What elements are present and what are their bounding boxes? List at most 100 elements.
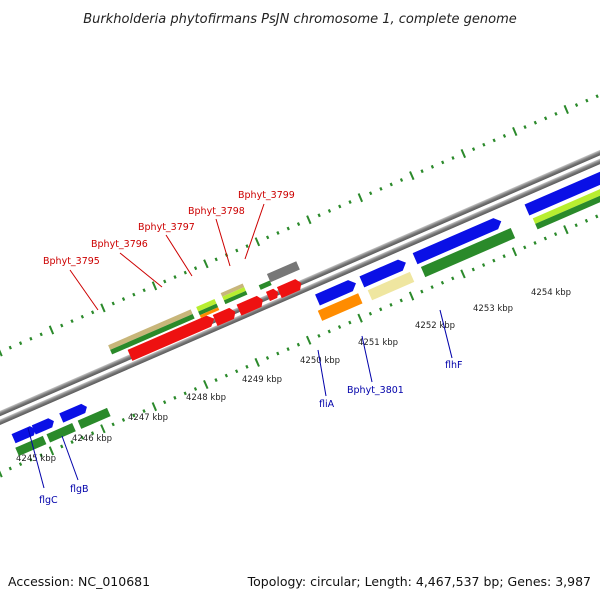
label-bphyt-3797: Bphyt_3797 xyxy=(138,222,195,233)
outer-tick-minor xyxy=(543,116,548,121)
inner-tick-minor xyxy=(18,462,23,467)
outer-tick-major xyxy=(203,259,209,269)
bphyt-3795-khaki xyxy=(108,309,193,350)
outer-tick-minor xyxy=(348,200,352,204)
leader-bphyt-3797 xyxy=(165,234,193,277)
leader-bphyt-3798 xyxy=(215,218,231,267)
leader-flgb xyxy=(61,435,79,481)
leader-flia xyxy=(317,349,327,397)
kbp-label-4247: 4247 kbp xyxy=(128,413,168,423)
bphyt-3796-orange xyxy=(199,307,220,318)
inner-tick-minor xyxy=(234,369,239,374)
outer-tick-minor xyxy=(574,103,579,107)
inner-tick-minor xyxy=(389,302,393,307)
inner-tick-minor xyxy=(121,417,126,422)
outer-tick-minor xyxy=(482,142,486,147)
outer-tick-minor xyxy=(399,178,404,182)
leader-flhf xyxy=(439,309,453,359)
label-flgc: flgC xyxy=(39,495,58,506)
inner-tick-major xyxy=(305,335,312,345)
outer-tick-minor xyxy=(317,213,321,218)
outer-tick-minor xyxy=(173,275,177,279)
bphyt-3795-green xyxy=(110,313,195,355)
outer-tick-minor xyxy=(595,94,599,99)
bphyt-3797-khaki xyxy=(220,283,245,297)
kbp-label-4254: 4254 kbp xyxy=(531,288,571,298)
label-leaders xyxy=(27,203,453,489)
outer-tick-minor xyxy=(554,111,558,116)
outer-tick-major xyxy=(563,104,569,114)
inner-tick-minor xyxy=(111,422,115,427)
inner-tick-minor xyxy=(327,329,331,334)
outer-tick-minor xyxy=(327,208,332,213)
inner-tick-major xyxy=(460,269,466,279)
inner-tick-minor xyxy=(502,254,506,259)
outer-tick-minor xyxy=(121,297,126,302)
inner-tick-minor xyxy=(379,307,383,312)
outer-tick-major xyxy=(100,303,106,313)
outer-tick-minor xyxy=(60,323,64,328)
outer-tick-minor xyxy=(286,226,290,231)
outer-tick-minor xyxy=(430,164,435,169)
accession-text: Accession: NC_010681 xyxy=(8,574,150,589)
outer-tick-minor xyxy=(338,204,342,209)
outer-tick-major xyxy=(357,193,364,203)
bphyt-3798-red xyxy=(265,288,279,302)
inner-tick-major xyxy=(151,402,158,412)
bphyt-3799-gray xyxy=(266,261,300,283)
inner-tick-minor xyxy=(70,440,74,444)
gene-c-green xyxy=(77,407,111,429)
outer-tick-minor xyxy=(245,244,249,249)
outer-tick-row xyxy=(0,94,599,357)
outer-tick-minor xyxy=(523,125,527,130)
inner-tick-minor xyxy=(224,373,229,378)
inner-tick-minor xyxy=(60,444,64,449)
inner-tick-minor xyxy=(193,387,198,391)
leader-bphyt-3801 xyxy=(361,335,373,383)
outer-tick-minor xyxy=(70,319,74,324)
outer-tick-minor xyxy=(379,186,383,191)
outer-tick-major xyxy=(254,237,261,247)
outer-tick-minor xyxy=(492,138,496,143)
inner-tick-minor xyxy=(420,289,424,294)
outer-tick-minor xyxy=(471,147,476,152)
inner-tick-minor xyxy=(440,280,445,285)
outer-tick-minor xyxy=(39,332,43,337)
kbp-label-4251: 4251 kbp xyxy=(358,338,398,348)
outer-tick-major xyxy=(48,325,55,335)
inner-tick-minor xyxy=(368,311,373,316)
inner-tick-minor xyxy=(399,298,403,303)
leader-bphyt-3796 xyxy=(119,252,163,288)
bphyt-3796-red xyxy=(212,307,236,327)
inner-tick-minor xyxy=(162,400,167,405)
map-title: Burkholderia phytofirmans PsJN chromosom… xyxy=(83,12,517,27)
bphyt-3801-blue xyxy=(359,259,406,288)
inner-tick-minor xyxy=(533,241,537,245)
outer-tick-minor xyxy=(368,191,373,196)
inner-tick-minor xyxy=(132,413,136,418)
outer-tick-minor xyxy=(90,310,95,315)
inner-tick-minor xyxy=(492,258,496,263)
inner-tick-major xyxy=(100,424,106,434)
label-bphyt-3795: Bphyt_3795 xyxy=(43,256,100,267)
right-blue xyxy=(524,162,600,216)
gene-b-blue xyxy=(31,418,54,435)
outer-tick-major xyxy=(306,215,312,225)
gene-labels: Bphyt_3795 Bphyt_3796 Bphyt_3797 Bphyt_3… xyxy=(39,190,462,506)
gene-blocks xyxy=(11,162,600,457)
inner-tick-minor xyxy=(183,391,187,396)
kbp-label-4253: 4253 kbp xyxy=(473,304,513,314)
outer-tick-major xyxy=(0,349,3,357)
outer-tick-minor xyxy=(451,156,455,160)
label-bphyt-3798: Bphyt_3798 xyxy=(188,206,245,217)
inner-tick-minor xyxy=(584,218,589,223)
outer-tick-minor xyxy=(18,341,23,346)
inner-tick-minor xyxy=(543,236,548,241)
inner-tick-row xyxy=(0,214,599,478)
outer-tick-minor xyxy=(183,270,187,275)
bphyt-3797-red xyxy=(236,295,263,316)
bphyt-3796-lime xyxy=(196,299,217,312)
label-bphyt-3799: Bphyt_3799 xyxy=(238,190,295,201)
inner-tick-minor xyxy=(481,263,486,267)
